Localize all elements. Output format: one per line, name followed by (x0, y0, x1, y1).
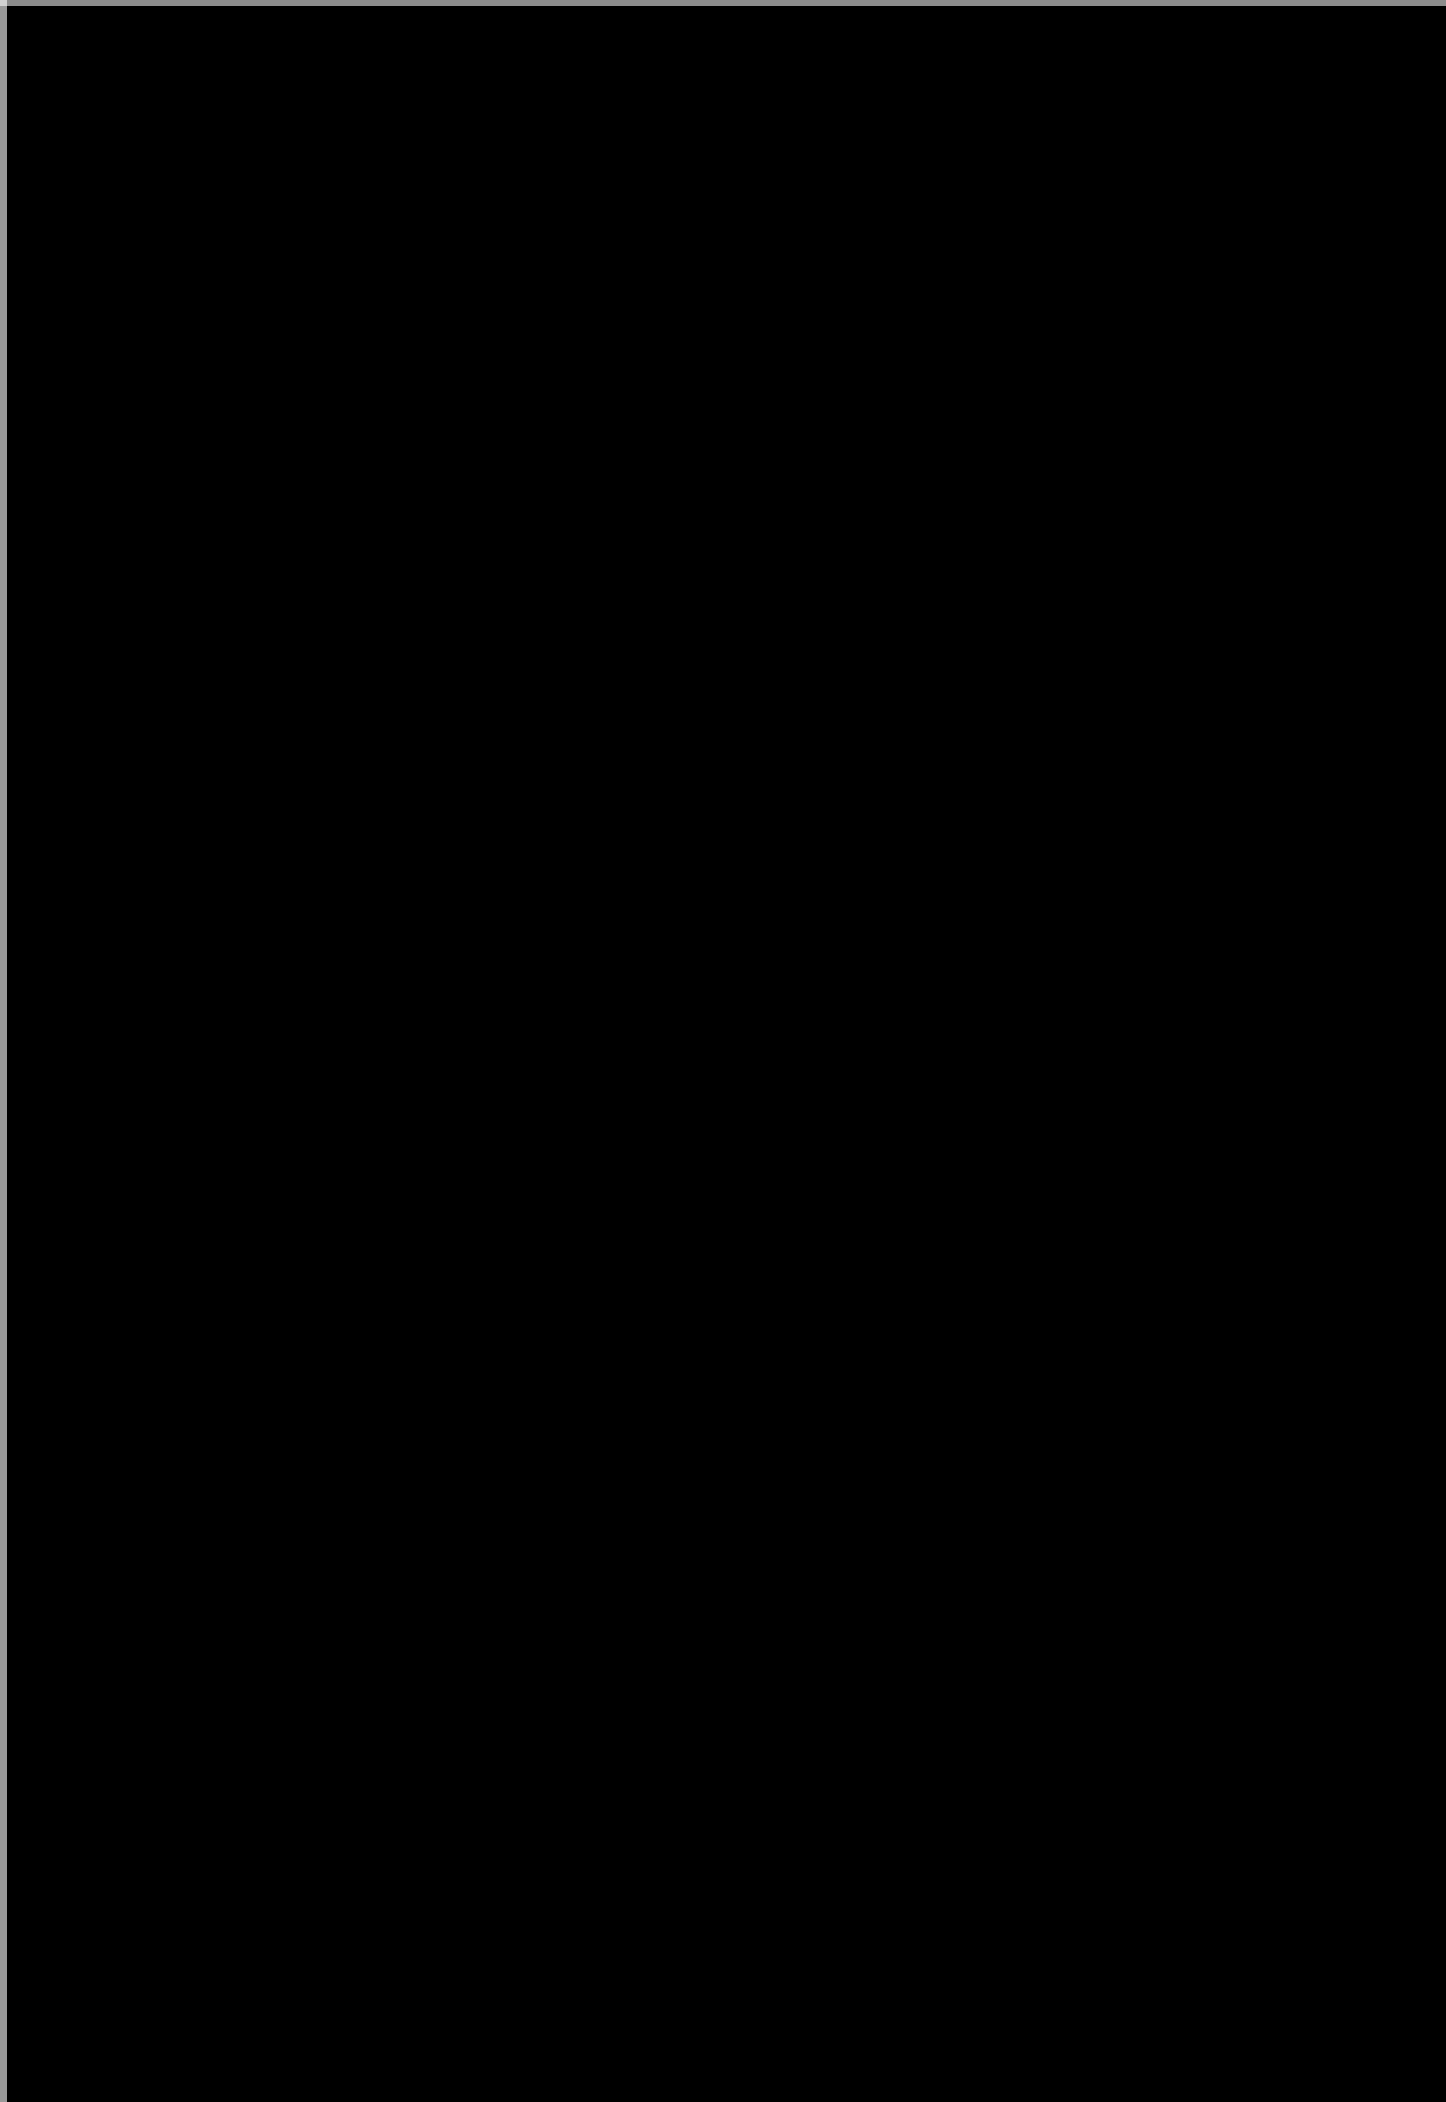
bright-band (0, 0, 1446, 2102)
top-edge (0, 0, 1446, 6)
scanned-page (0, 0, 1446, 2102)
body (0, 0, 1446, 2102)
punch-hole (1382, 1034, 1426, 1078)
page: {} html, body { margin: 0; padding: 0; b… (0, 0, 1446, 2102)
punch-hole (1384, 1602, 1424, 1642)
punch-hole (1382, 454, 1426, 498)
left-edge (0, 0, 7, 2102)
